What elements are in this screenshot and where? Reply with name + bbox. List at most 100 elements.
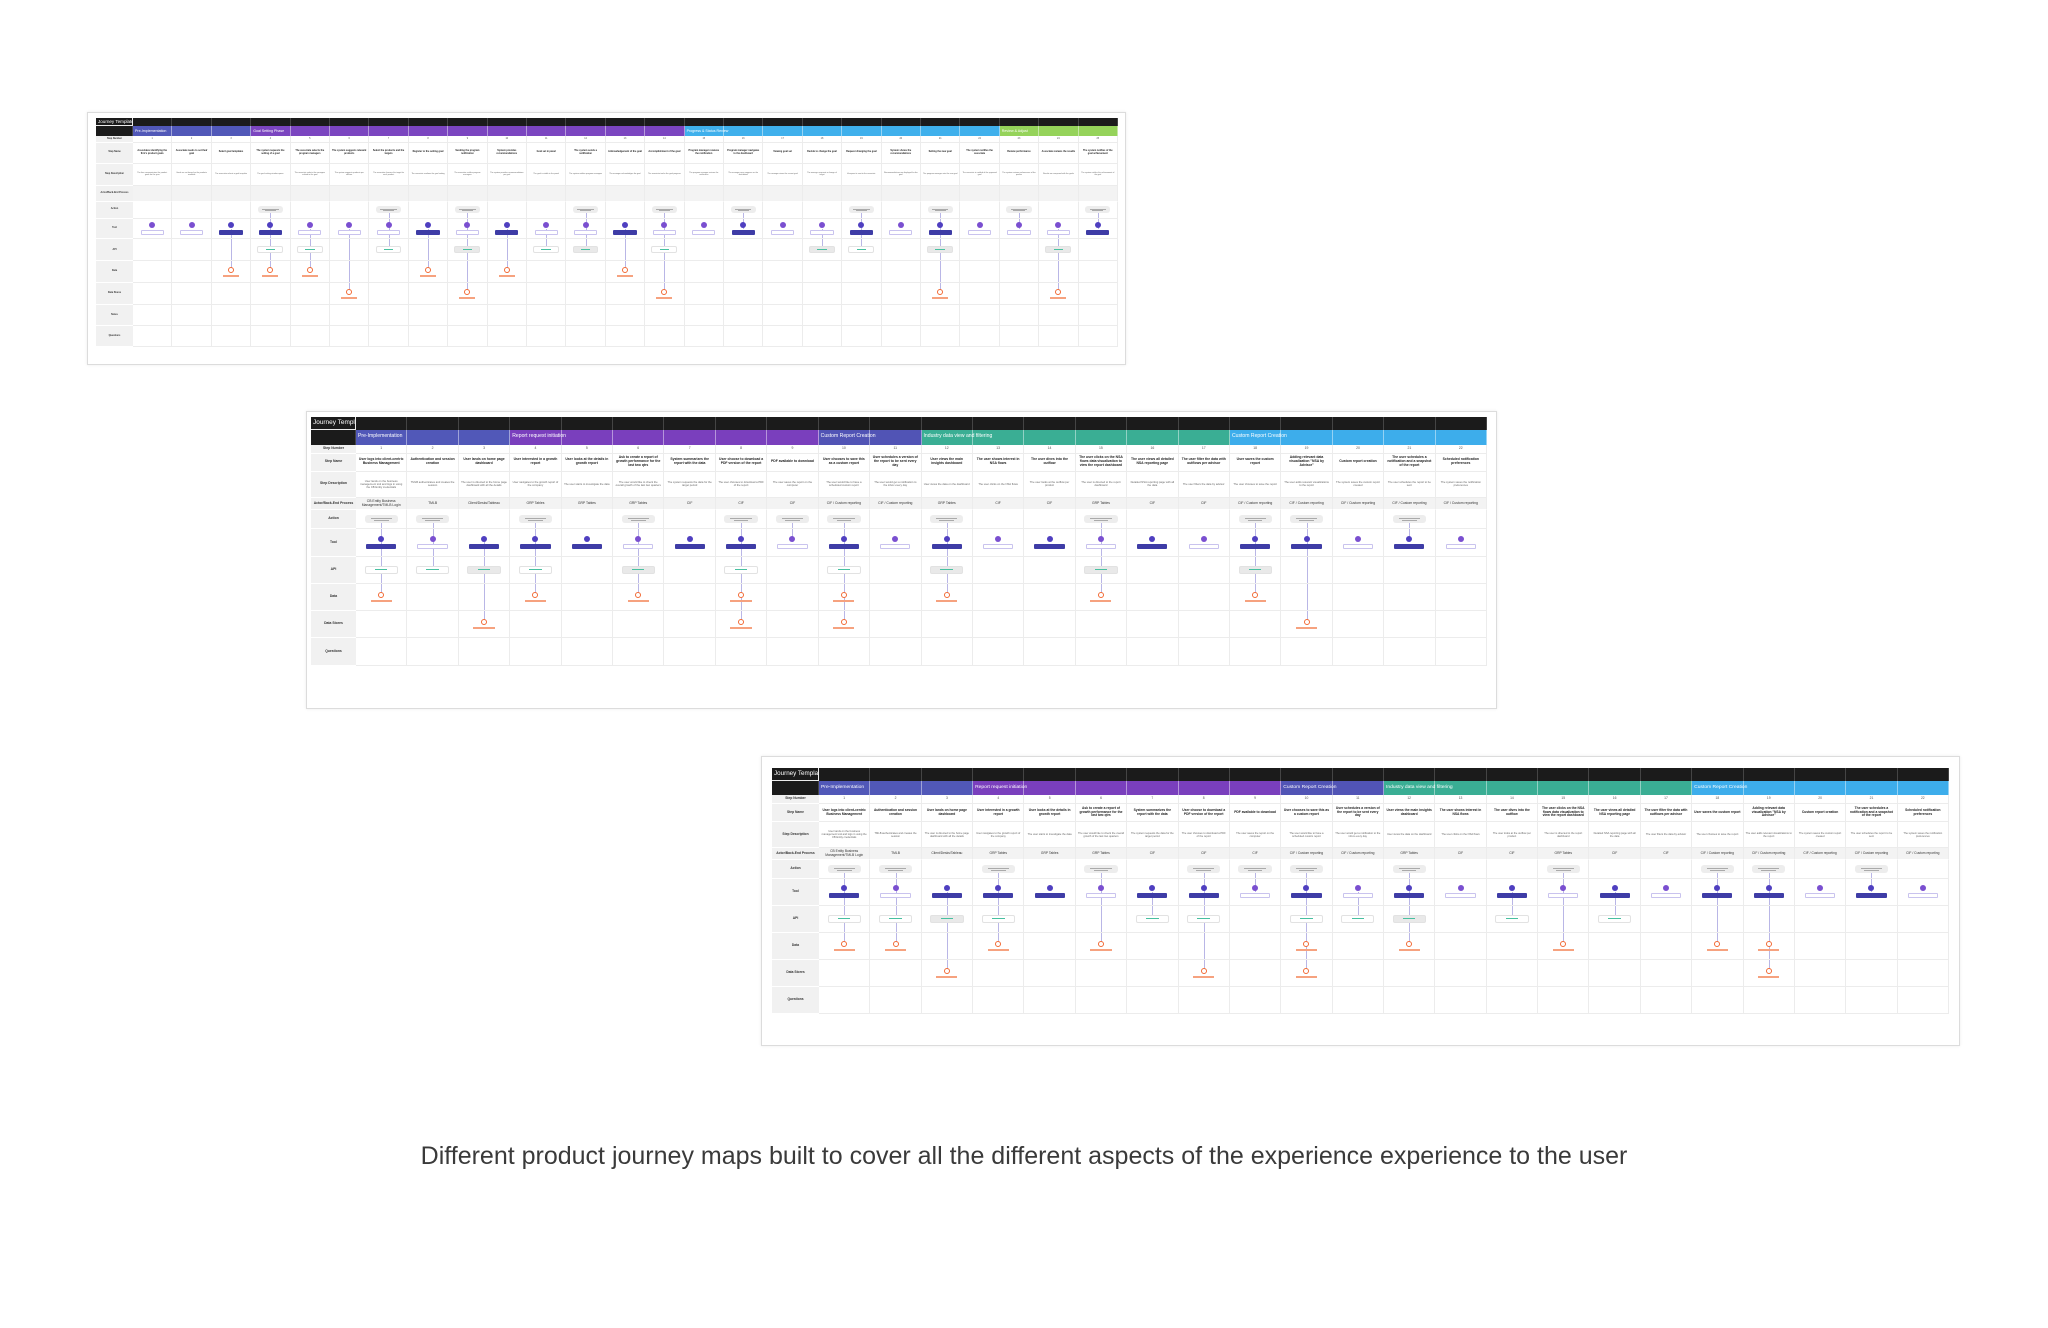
action-bubble[interactable] [1700,865,1734,873]
api-node[interactable] [827,565,861,574]
data-node[interactable] [1394,940,1424,951]
data-node[interactable] [259,266,282,277]
api-node[interactable] [1495,914,1529,923]
action-bubble[interactable] [724,515,758,523]
action-bubble[interactable] [878,865,913,873]
action-bubble[interactable] [827,515,861,523]
tool-node[interactable] [468,535,500,549]
tool-node[interactable] [366,535,397,549]
api-node[interactable] [1135,914,1169,923]
tool-node[interactable] [771,222,795,235]
action-bubble[interactable] [827,865,861,873]
tool-node[interactable] [337,222,361,235]
tool-node[interactable] [1907,885,1938,899]
tool-node[interactable] [495,222,519,235]
api-node[interactable] [1238,565,1272,574]
action-bubble[interactable] [621,515,655,523]
action-bubble[interactable] [1392,515,1426,523]
tool-node[interactable] [180,222,204,235]
tool-node[interactable] [1137,535,1168,549]
tool-node[interactable] [880,885,911,899]
tool-node[interactable] [1445,535,1476,549]
tool-node[interactable] [520,535,551,549]
data-store-node[interactable] [929,288,952,299]
tool-node[interactable] [1394,535,1425,549]
api-node[interactable] [296,246,323,254]
action-bubble[interactable] [1085,206,1111,213]
data-store-node[interactable] [338,288,361,299]
tool-node[interactable] [140,222,164,235]
api-node[interactable] [724,565,758,574]
data-store-node[interactable] [1754,967,1784,978]
tool-node[interactable] [571,535,602,549]
tool-node[interactable] [1445,885,1476,899]
tool-node[interactable] [1753,885,1784,899]
tool-node[interactable] [258,222,282,235]
data-store-node[interactable] [1189,967,1219,978]
action-bubble[interactable] [1546,865,1580,873]
tool-node[interactable] [931,535,962,549]
data-node[interactable] [366,592,396,603]
api-node[interactable] [1187,914,1221,923]
tool-node[interactable] [880,535,911,549]
action-bubble[interactable] [518,515,553,523]
tool-node[interactable] [1291,535,1322,549]
api-node[interactable] [572,246,599,254]
tool-node[interactable] [1007,222,1031,235]
tool-node[interactable] [613,222,637,235]
data-node[interactable] [1702,940,1732,951]
action-bubble[interactable] [1289,865,1324,873]
tool-node[interactable] [928,222,952,235]
data-store-node[interactable] [932,967,962,978]
tool-node[interactable] [982,535,1014,549]
tool-node[interactable] [1650,885,1682,899]
action-bubble[interactable] [651,206,678,213]
api-node[interactable] [257,246,284,254]
data-node[interactable] [983,940,1013,951]
action-bubble[interactable] [981,865,1015,873]
data-node[interactable] [1754,940,1784,951]
api-node[interactable] [827,914,861,923]
data-node[interactable] [829,592,859,603]
data-node[interactable] [623,592,653,603]
tool-node[interactable] [1496,885,1527,899]
tool-node[interactable] [1085,885,1117,899]
action-bubble[interactable] [1238,515,1272,523]
data-node[interactable] [416,266,439,277]
api-node[interactable] [621,565,655,574]
data-node[interactable] [932,592,962,603]
api-node[interactable] [930,565,964,574]
action-bubble[interactable] [927,206,953,213]
action-bubble[interactable] [1238,865,1272,873]
tool-node[interactable] [849,222,873,235]
action-bubble[interactable] [1187,865,1221,873]
action-bubble[interactable] [848,206,875,213]
tool-node[interactable] [692,222,716,235]
action-bubble[interactable] [1084,865,1118,873]
tool-node[interactable] [1291,885,1322,899]
api-node[interactable] [467,565,501,574]
data-store-node[interactable] [469,619,499,630]
api-node[interactable] [415,565,450,574]
tool-node[interactable] [725,535,757,549]
data-node[interactable] [613,266,636,277]
tool-node[interactable] [377,222,401,235]
tool-node[interactable] [219,222,243,235]
data-node[interactable] [1291,940,1321,951]
tool-node[interactable] [674,535,705,549]
tool-node[interactable] [1034,535,1065,549]
tool-node[interactable] [1342,885,1373,899]
tool-node[interactable] [983,885,1014,899]
data-node[interactable] [829,940,859,951]
data-node[interactable] [1086,940,1116,951]
tool-node[interactable] [1085,535,1117,549]
action-bubble[interactable] [1854,865,1889,873]
api-node[interactable] [1392,914,1426,923]
tool-node[interactable] [1342,535,1374,549]
tool-node[interactable] [1034,885,1065,899]
tool-node[interactable] [1239,885,1271,899]
tool-node[interactable] [1240,535,1271,549]
api-node[interactable] [533,246,560,254]
tool-node[interactable] [828,535,859,549]
api-node[interactable] [1045,246,1072,254]
